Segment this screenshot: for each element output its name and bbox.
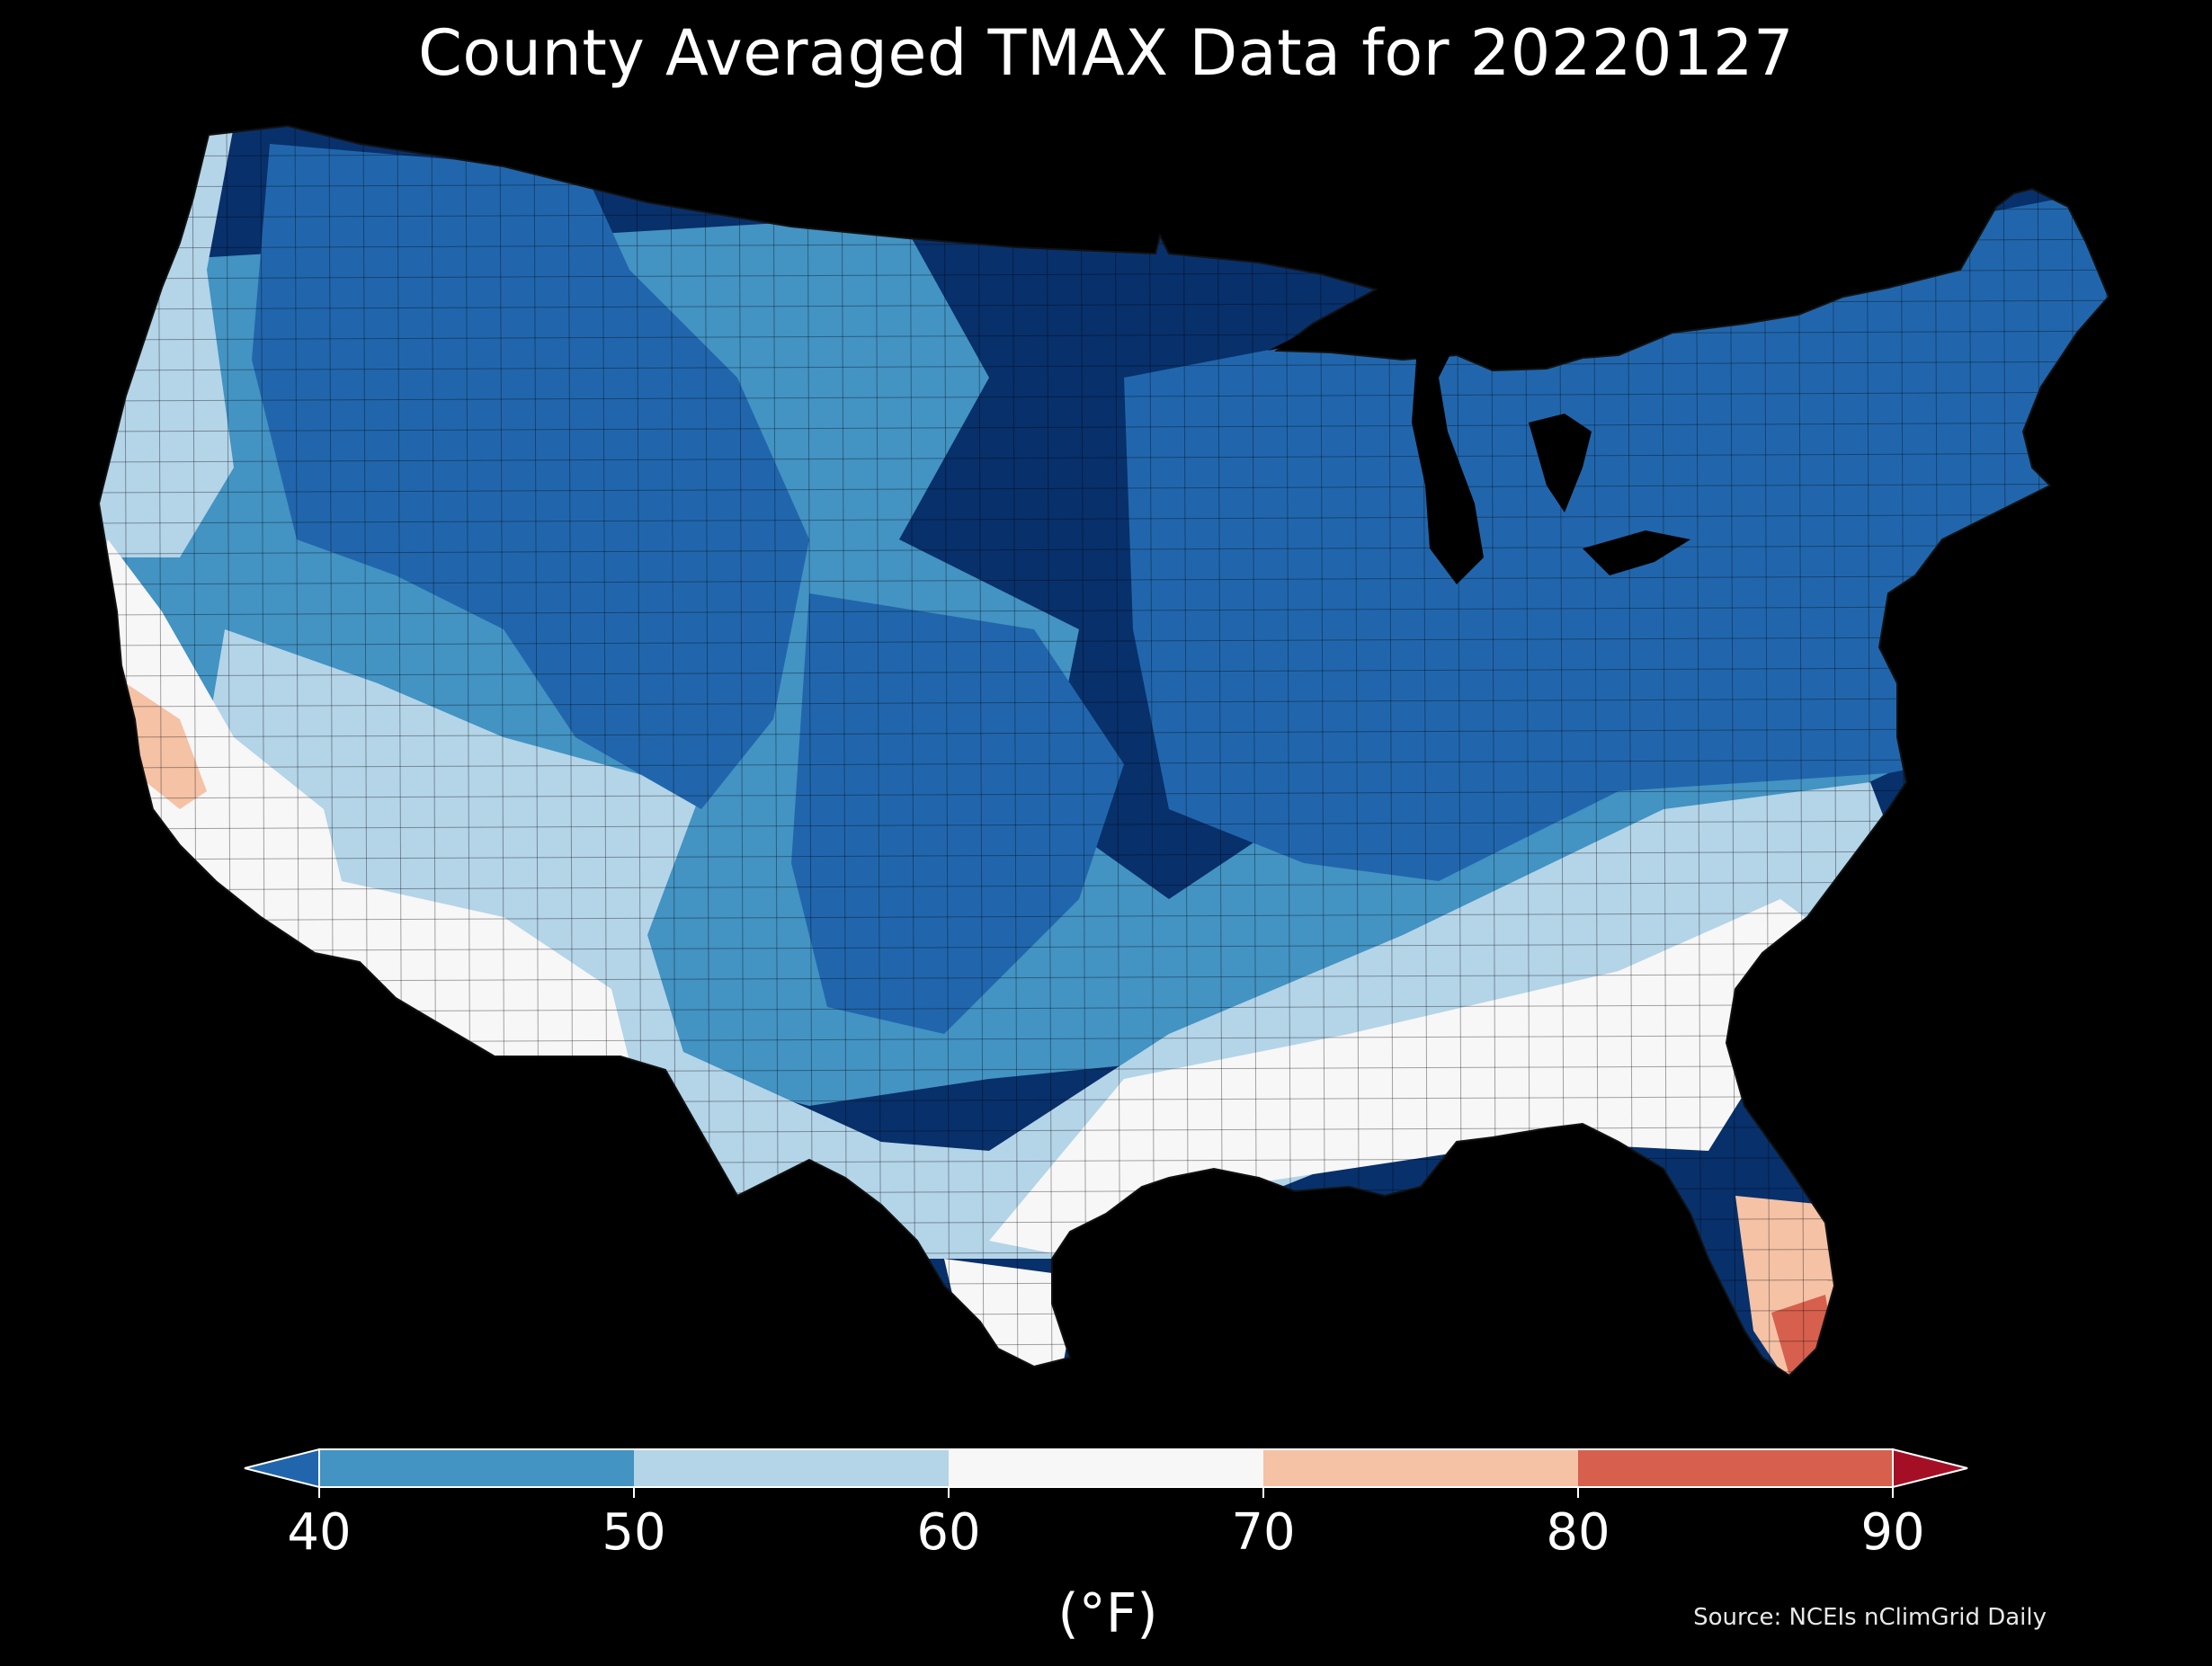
colorbar-tick-label: 40	[287, 1503, 352, 1562]
colorbar	[244, 1448, 1968, 1498]
zone-california-60-70	[99, 539, 629, 1061]
lake-erie	[1583, 530, 1690, 575]
colorbar-band-80-90	[1578, 1449, 1893, 1487]
colorbar-band-50-60	[634, 1449, 949, 1487]
zone-rockies-cold	[252, 144, 809, 809]
lake-huron	[1529, 414, 1592, 512]
lake-michigan	[1403, 288, 1484, 584]
zone-south-texas	[944, 1259, 1079, 1376]
us-outline	[97, 124, 2110, 1377]
colorbar-tick-label: 70	[1231, 1503, 1296, 1562]
colorbar-frame	[318, 1448, 1894, 1488]
source-credit: Source: NCEIs nClimGrid Daily	[1693, 1604, 2047, 1631]
colorbar-tick-label: 50	[602, 1503, 666, 1562]
colorbar-band-60-70	[949, 1449, 1263, 1487]
lake-superior	[1268, 297, 1376, 351]
colorbar-tick-label: 60	[916, 1503, 981, 1562]
colorbar-tick-marks	[318, 1487, 1894, 1498]
colorbar-unit-label: (°F)	[1057, 1582, 1158, 1645]
zone-gulf-60-70	[989, 899, 1852, 1259]
colorbar-extend-high	[1892, 1448, 1968, 1489]
zone-colorado-nm-cold	[791, 593, 1124, 1034]
colorbar-tick-label: 80	[1546, 1503, 1610, 1562]
colorbar-band-70-80	[1263, 1449, 1578, 1487]
colorbar-extend-low	[244, 1448, 320, 1489]
zone-socal-coast	[126, 683, 207, 809]
map-title: County Averaged TMAX Data for 20220127	[417, 16, 1795, 90]
colorbar-band-40-50	[319, 1449, 634, 1487]
colorbar-tick-label: 90	[1860, 1503, 1925, 1562]
